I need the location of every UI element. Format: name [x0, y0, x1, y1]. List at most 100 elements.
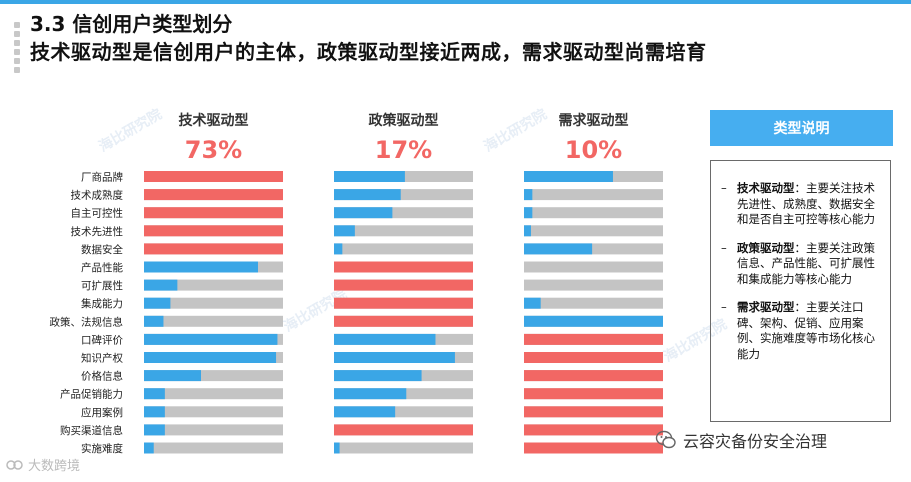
bar: [524, 207, 533, 219]
bar: [144, 352, 277, 363]
bar: [334, 225, 355, 237]
bar-track: [334, 207, 473, 219]
bar: [144, 279, 178, 291]
category-label: 可扩展性: [81, 279, 123, 292]
bar-highlight: [524, 442, 663, 454]
category-label: 购买渠道信息: [60, 424, 123, 437]
bar: [334, 352, 455, 363]
bar-highlight: [334, 315, 473, 327]
bar: [144, 388, 165, 400]
headline: 技术驱动型是信创用户的主体，政策驱动型接近两成，需求驱动型尚需培育: [30, 40, 707, 64]
bar-track: [144, 297, 283, 309]
category-label: 厂商品牌: [81, 171, 123, 184]
panel-title: 技术驱动型: [179, 112, 249, 129]
bar-highlight: [334, 424, 473, 436]
footer-logo: 大数跨境: [6, 455, 80, 474]
bar-track: [524, 243, 663, 255]
bar-highlight: [334, 261, 473, 273]
legend-item: – 需求驱动型：主要关注口碑、架构、促销、应用案例、实施难度等市场化核心能力: [721, 300, 875, 361]
bar-track: [334, 225, 473, 237]
wechat-account: 云容灾备份安全治理: [655, 428, 827, 452]
bar: [334, 388, 407, 400]
legend-item-name: 需求驱动型: [737, 300, 795, 314]
wechat-name: 云容灾备份安全治理: [683, 432, 828, 451]
category-label: 技术成熟度: [71, 189, 124, 202]
bar: [334, 442, 340, 454]
bar-highlight: [334, 297, 473, 309]
bar-track: [144, 442, 283, 454]
category-label: 价格信息: [81, 370, 123, 383]
bar-track: [524, 297, 663, 309]
bar-highlight: [144, 243, 283, 255]
category-label: 政策、法规信息: [50, 315, 124, 328]
bar: [524, 171, 613, 182]
bar-track: [334, 442, 473, 454]
bar-track: [334, 189, 473, 201]
bar: [334, 171, 405, 182]
legend-header: 类型说明: [710, 110, 893, 146]
bar-track: [144, 406, 283, 418]
bar-highlight: [144, 189, 283, 201]
bar: [144, 424, 165, 436]
panel-share: 17%: [375, 136, 432, 164]
category-label: 技术先进性: [71, 225, 124, 238]
top-accent-bar: [0, 0, 911, 4]
bar: [144, 442, 154, 454]
bar: [334, 189, 401, 201]
bar: [334, 370, 422, 382]
bar-track: [334, 406, 473, 418]
bar-highlight: [524, 352, 663, 363]
bar: [524, 315, 663, 327]
bar-track: [144, 388, 283, 400]
category-label: 产品性能: [81, 261, 123, 274]
bar: [144, 261, 258, 273]
bar-highlight: [334, 279, 473, 291]
legend-item-desc: ：主要关注口碑、架构、促销、应用案例、实施难度等市场化核心能力: [737, 300, 875, 361]
legend-box: – 技术驱动型：主要关注技术先进性、成熟度、数据安全和是否自主可控等核心能力 –…: [710, 160, 891, 422]
bar-highlight: [524, 424, 663, 436]
category-label: 知识产权: [81, 352, 123, 365]
bar-track: [144, 424, 283, 436]
category-label: 集成能力: [81, 297, 123, 310]
bar-track: [524, 189, 663, 201]
bar: [524, 297, 541, 309]
category-label: 应用案例: [81, 406, 123, 419]
legend-item-desc: ：主要关注技术先进性、成熟度、数据安全和是否自主可控等核心能力: [737, 181, 875, 226]
panel-title: 需求驱动型: [559, 112, 629, 129]
bar: [524, 225, 531, 237]
wechat-icon: [655, 430, 676, 449]
bar-track: [524, 207, 663, 219]
bar-highlight: [144, 171, 283, 182]
section-title: 3.3 信创用户类型划分: [30, 12, 233, 36]
bar: [334, 406, 396, 418]
bar: [144, 333, 278, 345]
bar-track: [524, 261, 663, 273]
bar-highlight: [524, 388, 663, 400]
legend-item-name: 技术驱动型: [737, 181, 795, 195]
bar-track: [144, 279, 283, 291]
title-marker: [14, 22, 20, 82]
bar-track: [524, 225, 663, 237]
category-label: 口碑评价: [81, 333, 123, 346]
bar: [524, 243, 593, 255]
bar-highlight: [144, 225, 283, 237]
bar: [144, 406, 165, 418]
category-label: 实施难度: [81, 442, 123, 455]
bar-highlight: [524, 370, 663, 382]
category-label: 自主可控性: [71, 207, 124, 220]
legend-item: – 政策驱动型：主要关注政策信息、产品性能、可扩展性和集成能力等核心能力: [721, 240, 875, 286]
bar: [334, 243, 343, 255]
panel-title: 政策驱动型: [369, 112, 439, 129]
bar-track: [524, 279, 663, 291]
legend-item-desc: ：主要关注政策信息、产品性能、可扩展性和集成能力等核心能力: [737, 240, 875, 286]
bar-track: [334, 243, 473, 255]
bar: [334, 207, 393, 219]
bar-highlight: [524, 333, 663, 345]
legend-item: – 技术驱动型：主要关注技术先进性、成熟度、数据安全和是否自主可控等核心能力: [721, 181, 875, 226]
category-label: 产品促销能力: [60, 388, 123, 401]
logo-icon: [6, 459, 23, 470]
panel-share: 73%: [185, 136, 242, 164]
bar-track: [144, 370, 283, 382]
legend-item-name: 政策驱动型: [737, 240, 795, 255]
